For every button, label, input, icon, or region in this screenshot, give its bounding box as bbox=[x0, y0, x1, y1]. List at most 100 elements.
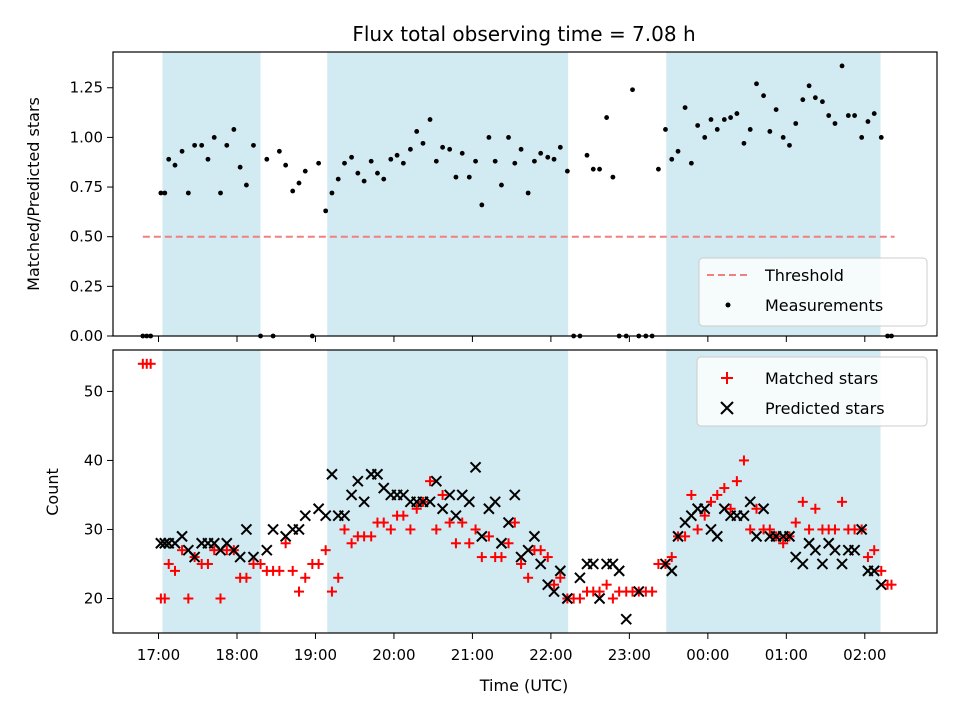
measurement-point bbox=[728, 115, 734, 120]
x-stroke bbox=[247, 551, 260, 563]
predicted-star-point bbox=[699, 503, 711, 515]
predicted-star-point bbox=[358, 496, 370, 508]
top-y-tick-label: 0.00 bbox=[70, 327, 103, 345]
x-stroke bbox=[345, 489, 358, 501]
predicted-star-point bbox=[476, 530, 488, 543]
matched-star-point bbox=[496, 552, 507, 563]
measurement-point bbox=[420, 140, 426, 146]
x-stroke bbox=[469, 461, 482, 474]
x-stroke bbox=[502, 516, 515, 529]
matched-star-point bbox=[300, 572, 311, 583]
matched-star-point bbox=[764, 524, 775, 535]
matched-star-point bbox=[293, 586, 304, 597]
measurement-point bbox=[741, 140, 747, 146]
x-stroke bbox=[528, 530, 541, 543]
measurement-point bbox=[714, 127, 720, 132]
measurement-point bbox=[473, 158, 478, 164]
x-stroke bbox=[159, 537, 171, 549]
measurement-point bbox=[859, 134, 865, 140]
top-panel: 0.00 0.25 0.50 0.75 1.00 1.25 Matched/Predict… bbox=[24, 51, 938, 345]
x-stroke bbox=[574, 572, 586, 584]
x-stroke bbox=[436, 503, 449, 515]
matched-star-point bbox=[163, 558, 174, 569]
x-stroke bbox=[495, 537, 508, 549]
x-stroke bbox=[829, 544, 841, 556]
legend-matched-label: Matched stars bbox=[765, 369, 878, 388]
measurement-point bbox=[532, 158, 537, 164]
x-stroke bbox=[221, 537, 233, 549]
measurement-point bbox=[199, 142, 205, 148]
matched-star-point bbox=[339, 524, 350, 535]
measurement-point bbox=[525, 190, 531, 196]
measurement-point bbox=[375, 170, 380, 176]
x-stroke bbox=[672, 530, 684, 543]
predicted-star-point bbox=[463, 496, 475, 508]
x-stroke bbox=[593, 592, 606, 605]
measurement-point bbox=[708, 117, 714, 122]
x-stroke bbox=[548, 585, 560, 598]
measurement-point bbox=[283, 162, 289, 168]
measurement-point bbox=[852, 113, 857, 118]
predicted-star-point bbox=[711, 530, 723, 543]
predicted-star-point bbox=[875, 578, 887, 591]
predicted-star-point bbox=[783, 530, 796, 543]
x-stroke bbox=[378, 482, 390, 494]
matched-star-point bbox=[790, 517, 801, 528]
matched-star-point bbox=[692, 524, 703, 535]
predicted-star-point bbox=[293, 523, 305, 536]
x-tick-label: 00:00 bbox=[686, 646, 729, 664]
matched-star-point bbox=[549, 579, 560, 590]
matched-star-point bbox=[574, 593, 585, 604]
predicted-star-point bbox=[587, 558, 599, 570]
chart-title: Flux total observing time = 7.08 h bbox=[352, 22, 695, 46]
predicted-star-point bbox=[267, 523, 279, 536]
shaded-interval-0 bbox=[162, 350, 261, 633]
measurement-point bbox=[721, 117, 727, 122]
x-stroke bbox=[783, 530, 796, 543]
predicted-star-point bbox=[613, 565, 625, 577]
x-stroke bbox=[176, 530, 188, 543]
matched-star-point bbox=[647, 586, 658, 597]
x-stroke bbox=[822, 537, 835, 549]
x-stroke bbox=[463, 496, 475, 508]
measurement-point bbox=[427, 117, 433, 122]
x-stroke bbox=[358, 496, 370, 508]
top-y-axis-label: Matched/Predicted stars bbox=[24, 97, 43, 291]
measurement-point bbox=[773, 107, 779, 112]
measurement-point bbox=[433, 158, 439, 164]
measurement-point bbox=[702, 134, 708, 140]
x-stroke bbox=[816, 558, 829, 570]
x-stroke bbox=[267, 523, 279, 536]
predicted-star-point bbox=[188, 551, 201, 563]
matched-star-point bbox=[177, 545, 188, 556]
matched-star-point bbox=[169, 565, 180, 576]
bottom-plot-frame bbox=[112, 349, 938, 634]
bottom-y-axis-label: Count bbox=[43, 468, 62, 516]
measurement-point bbox=[244, 182, 249, 188]
matched-star-point bbox=[778, 538, 789, 549]
predicted-star-point bbox=[345, 489, 358, 501]
predicted-star-point bbox=[489, 496, 501, 508]
measurement-point bbox=[335, 176, 341, 182]
matched-star-point bbox=[829, 524, 840, 535]
predicted-star-point bbox=[509, 489, 521, 501]
predicted-star-point bbox=[495, 537, 508, 549]
measurement-point bbox=[231, 127, 237, 132]
x-stroke bbox=[450, 509, 462, 522]
matched-star-point bbox=[450, 538, 461, 549]
measurement-point bbox=[290, 188, 296, 194]
x-stroke bbox=[757, 503, 770, 515]
measurement-point bbox=[486, 134, 492, 140]
x-axis-label: Time (UTC) bbox=[479, 676, 568, 695]
predicted-star-point bbox=[159, 537, 171, 549]
measurement-point bbox=[734, 111, 740, 116]
predicted-star-point bbox=[522, 544, 534, 556]
matched-star-point bbox=[725, 503, 736, 514]
measurement-point bbox=[839, 63, 845, 69]
measurement-point bbox=[878, 134, 884, 140]
measurement-point bbox=[192, 142, 198, 148]
matched-star-point bbox=[405, 524, 416, 535]
matched-star-point bbox=[255, 558, 266, 569]
measurement-point bbox=[518, 146, 524, 152]
matched-star-point bbox=[731, 476, 742, 487]
